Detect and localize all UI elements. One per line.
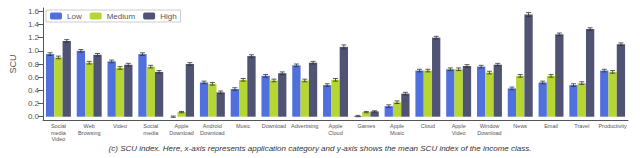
svg-text:Low: Low (67, 12, 82, 21)
svg-text:Music: Music (390, 130, 405, 136)
svg-text:Download: Download (200, 130, 224, 136)
svg-text:News: News (513, 123, 527, 129)
svg-text:Apple: Apple (175, 123, 189, 129)
svg-text:0.0: 0.0 (28, 112, 40, 121)
svg-text:Android: Android (203, 123, 222, 129)
svg-text:0.4: 0.4 (28, 86, 40, 95)
svg-text:(c) SCU index. Here, x-axis re: (c) SCU index. Here, x-axis represents a… (109, 144, 532, 153)
svg-text:Download: Download (169, 130, 193, 136)
svg-text:Video: Video (113, 123, 127, 129)
svg-text:Download: Download (477, 130, 501, 136)
svg-text:Games: Games (357, 123, 375, 129)
svg-text:Medium: Medium (107, 12, 136, 21)
svg-text:Download: Download (262, 123, 286, 129)
svg-text:Email: Email (544, 123, 558, 129)
svg-text:1.2: 1.2 (28, 33, 40, 42)
svg-text:Web: Web (84, 123, 95, 129)
svg-text:Cloud: Cloud (421, 123, 435, 129)
svg-text:media: media (143, 130, 159, 136)
svg-text:High: High (160, 12, 176, 21)
svg-text:Music: Music (236, 123, 251, 129)
svg-text:1.4: 1.4 (28, 20, 40, 29)
svg-text:0.2: 0.2 (28, 99, 40, 108)
svg-text:Productivity: Productivity (598, 123, 627, 129)
svg-text:media: media (51, 130, 67, 136)
svg-text:Apple: Apple (452, 123, 466, 129)
svg-text:Window: Window (480, 123, 500, 129)
svg-text:Social: Social (51, 123, 66, 129)
svg-text:0.8: 0.8 (28, 60, 40, 69)
svg-text:SCU: SCU (8, 54, 18, 73)
svg-text:Video: Video (51, 136, 65, 142)
svg-text:1.6: 1.6 (28, 7, 40, 16)
svg-text:Social: Social (143, 123, 158, 129)
svg-text:Browsing: Browsing (78, 130, 101, 136)
svg-text:Cloud: Cloud (328, 130, 342, 136)
svg-text:Travel: Travel (574, 123, 589, 129)
svg-text:Apple: Apple (390, 123, 404, 129)
svg-text:0.6: 0.6 (28, 73, 40, 82)
svg-text:Apple: Apple (328, 123, 342, 129)
svg-text:Advertising: Advertising (291, 123, 318, 129)
svg-text:1.0: 1.0 (28, 46, 40, 55)
svg-text:Video: Video (452, 130, 466, 136)
